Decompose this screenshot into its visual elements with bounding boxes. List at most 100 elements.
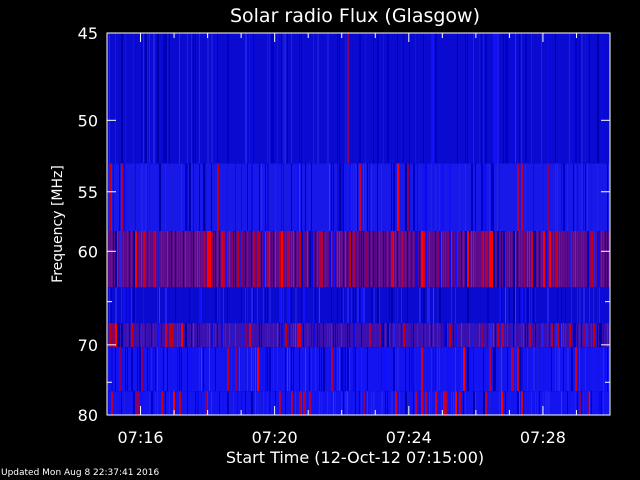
heatmap-cell bbox=[543, 347, 544, 392]
heatmap-cell bbox=[509, 323, 510, 348]
heatmap-cell bbox=[227, 287, 228, 324]
heatmap-cell bbox=[227, 391, 229, 415]
heatmap-cell bbox=[343, 347, 345, 392]
heatmap-cell bbox=[425, 231, 427, 288]
heatmap-cell bbox=[493, 323, 494, 348]
heatmap-cell bbox=[291, 287, 292, 324]
heatmap-cell bbox=[205, 163, 206, 232]
heatmap-cell bbox=[577, 231, 578, 288]
heatmap-cell bbox=[451, 231, 452, 288]
heatmap-cell bbox=[135, 163, 136, 232]
heatmap-cell bbox=[557, 231, 558, 288]
heatmap-cell bbox=[255, 231, 256, 288]
heatmap-cell bbox=[387, 287, 388, 324]
heatmap-cell bbox=[367, 231, 368, 288]
heatmap-cell bbox=[469, 163, 471, 232]
heatmap-cell bbox=[133, 33, 134, 164]
heatmap-cell bbox=[451, 287, 452, 324]
heatmap-cell bbox=[299, 33, 300, 164]
heatmap-cell bbox=[357, 347, 358, 392]
heatmap-cell bbox=[273, 287, 274, 324]
heatmap-cell bbox=[363, 287, 365, 324]
heatmap-cell bbox=[581, 347, 582, 392]
heatmap-cell bbox=[171, 231, 172, 288]
heatmap-cell bbox=[461, 231, 462, 288]
heatmap-cell bbox=[269, 231, 270, 288]
heatmap-cell bbox=[251, 231, 252, 288]
heatmap-cell bbox=[237, 391, 238, 415]
heatmap-cell bbox=[379, 231, 380, 288]
heatmap-cell bbox=[353, 323, 355, 348]
heatmap-cell bbox=[547, 163, 549, 232]
heatmap-cell bbox=[263, 287, 264, 324]
heatmap-cell bbox=[353, 347, 355, 392]
heatmap-cell bbox=[493, 347, 495, 392]
heatmap-cell bbox=[497, 163, 498, 232]
heatmap-cell bbox=[605, 287, 606, 324]
heatmap-cell bbox=[135, 391, 137, 415]
x-tick-label: 07:28 bbox=[520, 428, 566, 447]
heatmap-cell bbox=[149, 33, 150, 164]
heatmap-cell bbox=[311, 231, 313, 288]
heatmap-cell bbox=[481, 231, 483, 288]
heatmap-cell bbox=[439, 323, 440, 348]
heatmap-cell bbox=[373, 287, 375, 324]
heatmap-cell bbox=[497, 323, 499, 348]
heatmap-cell bbox=[223, 323, 224, 348]
heatmap-cell bbox=[583, 231, 584, 288]
heatmap-cell bbox=[249, 231, 250, 288]
heatmap-cell bbox=[445, 347, 446, 392]
heatmap-cell bbox=[273, 323, 274, 348]
heatmap-cell bbox=[335, 163, 337, 232]
heatmap-cell bbox=[431, 33, 433, 164]
heatmap-cell bbox=[303, 231, 304, 288]
heatmap-cell bbox=[483, 347, 484, 392]
heatmap-cell bbox=[409, 323, 410, 348]
heatmap-cell bbox=[339, 163, 341, 232]
heatmap-cell bbox=[601, 231, 602, 288]
heatmap-cell bbox=[225, 347, 226, 392]
heatmap-cell bbox=[111, 391, 113, 415]
heatmap-cell bbox=[527, 323, 528, 348]
heatmap-cell bbox=[597, 33, 599, 164]
heatmap-cell bbox=[277, 323, 278, 348]
heatmap-cell bbox=[227, 231, 228, 288]
heatmap-cell bbox=[365, 163, 366, 232]
heatmap-cell bbox=[397, 347, 399, 392]
heatmap-cell bbox=[467, 231, 469, 288]
heatmap-cell bbox=[389, 323, 390, 348]
heatmap-cell bbox=[159, 163, 161, 232]
heatmap-cell bbox=[279, 391, 281, 415]
heatmap-cell bbox=[551, 231, 552, 288]
x-axis-label: Start Time (12-Oct-12 07:15:00) bbox=[226, 448, 484, 467]
heatmap-cell bbox=[533, 231, 535, 288]
heatmap-cell bbox=[377, 33, 379, 164]
heatmap-cell bbox=[231, 347, 232, 392]
heatmap-cell bbox=[353, 391, 354, 415]
heatmap-cell bbox=[291, 347, 292, 392]
heatmap-cell bbox=[585, 347, 586, 392]
heatmap-cell bbox=[223, 391, 224, 415]
heatmap-cell bbox=[327, 33, 329, 164]
heatmap-cell bbox=[405, 391, 407, 415]
heatmap-cell bbox=[573, 323, 575, 348]
heatmap-cell bbox=[535, 231, 536, 288]
heatmap-cell bbox=[465, 391, 466, 415]
heatmap-cell bbox=[435, 163, 436, 232]
heatmap-cell bbox=[257, 391, 258, 415]
heatmap-cell bbox=[545, 391, 547, 415]
heatmap-cell bbox=[413, 323, 414, 348]
heatmap-cell bbox=[499, 231, 500, 288]
heatmap-cell bbox=[519, 391, 520, 415]
heatmap-cell bbox=[419, 33, 420, 164]
heatmap-cell bbox=[133, 323, 134, 348]
heatmap-cell bbox=[241, 347, 242, 392]
heatmap-cell bbox=[145, 287, 146, 324]
heatmap-cell bbox=[111, 323, 113, 348]
heatmap-cell bbox=[573, 231, 574, 288]
heatmap-cell bbox=[245, 33, 247, 164]
heatmap-cell bbox=[271, 33, 273, 164]
heatmap-cell bbox=[311, 347, 312, 392]
heatmap-cell bbox=[503, 33, 504, 164]
heatmap-cell bbox=[265, 231, 266, 288]
